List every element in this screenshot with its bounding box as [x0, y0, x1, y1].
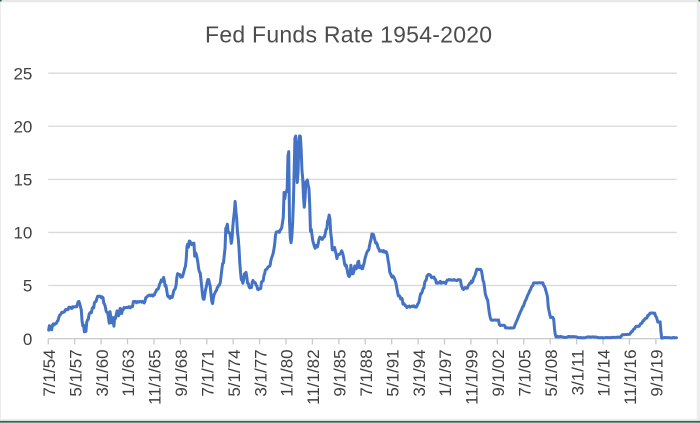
- svg-text:5: 5: [23, 277, 32, 296]
- svg-text:10: 10: [13, 224, 32, 243]
- svg-text:3/1/11: 3/1/11: [568, 349, 587, 395]
- svg-text:1/1/14: 1/1/14: [595, 349, 614, 396]
- svg-text:11/1/16: 11/1/16: [621, 349, 640, 404]
- svg-text:5/1/08: 5/1/08: [542, 349, 561, 396]
- svg-text:5/1/91: 5/1/91: [383, 349, 402, 396]
- svg-text:9/1/19: 9/1/19: [648, 349, 667, 396]
- svg-text:7/1/88: 7/1/88: [357, 349, 376, 396]
- svg-text:9/1/02: 9/1/02: [489, 349, 508, 396]
- svg-text:3/1/60: 3/1/60: [93, 349, 112, 396]
- svg-text:5/1/57: 5/1/57: [66, 349, 85, 396]
- svg-text:11/1/65: 11/1/65: [146, 349, 165, 404]
- svg-text:11/1/82: 11/1/82: [304, 349, 323, 404]
- svg-text:7/1/05: 7/1/05: [515, 349, 534, 396]
- svg-text:20: 20: [13, 117, 32, 136]
- svg-text:15: 15: [13, 171, 32, 190]
- svg-text:3/1/94: 3/1/94: [410, 349, 429, 396]
- svg-text:11/1/99: 11/1/99: [463, 349, 482, 404]
- svg-text:1/1/80: 1/1/80: [278, 349, 297, 396]
- svg-text:25: 25: [13, 64, 32, 83]
- svg-text:9/1/85: 9/1/85: [331, 349, 350, 396]
- svg-text:9/1/68: 9/1/68: [172, 349, 191, 396]
- svg-text:5/1/74: 5/1/74: [225, 349, 244, 396]
- svg-text:1/1/97: 1/1/97: [436, 349, 455, 396]
- svg-text:1/1/63: 1/1/63: [119, 349, 138, 396]
- svg-text:Fed Funds Rate 1954-2020: Fed Funds Rate 1954-2020: [205, 21, 492, 47]
- svg-text:7/1/71: 7/1/71: [198, 349, 217, 396]
- svg-text:7/1/54: 7/1/54: [40, 349, 59, 396]
- svg-text:0: 0: [23, 330, 32, 349]
- svg-text:3/1/77: 3/1/77: [251, 349, 270, 396]
